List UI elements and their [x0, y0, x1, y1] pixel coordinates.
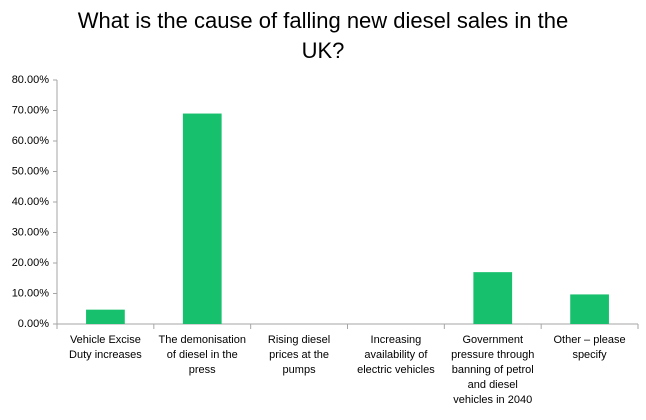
bar — [473, 272, 513, 324]
y-tick-label: 40.00% — [12, 196, 50, 208]
y-tick-label: 10.00% — [12, 287, 50, 299]
bar — [182, 113, 222, 324]
x-tick-label: Vehicle Excise Duty increases — [69, 334, 142, 361]
y-tick-label: 30.00% — [12, 226, 50, 238]
y-tick-label: 80.00% — [12, 74, 50, 86]
bar — [86, 309, 125, 324]
x-tick-label: Government pressure through banning of p… — [451, 334, 535, 406]
y-tick-label: 20.00% — [12, 257, 50, 269]
x-tick-label: Increasing availability of electric vehi… — [357, 334, 435, 376]
y-tick-label: 70.00% — [12, 104, 50, 116]
y-tick-label: 0.00% — [18, 318, 49, 330]
y-tick-label: 60.00% — [12, 135, 50, 147]
x-tick-label: The demonisation of diesel in the press — [158, 334, 246, 376]
bar — [570, 294, 609, 324]
y-tick-label: 50.00% — [12, 165, 50, 177]
x-tick-label: Other – please specify — [553, 334, 626, 361]
chart-title: What is the cause of falling new diesel … — [77, 8, 569, 63]
x-tick-label: Rising diesel prices at the pumps — [267, 334, 331, 376]
